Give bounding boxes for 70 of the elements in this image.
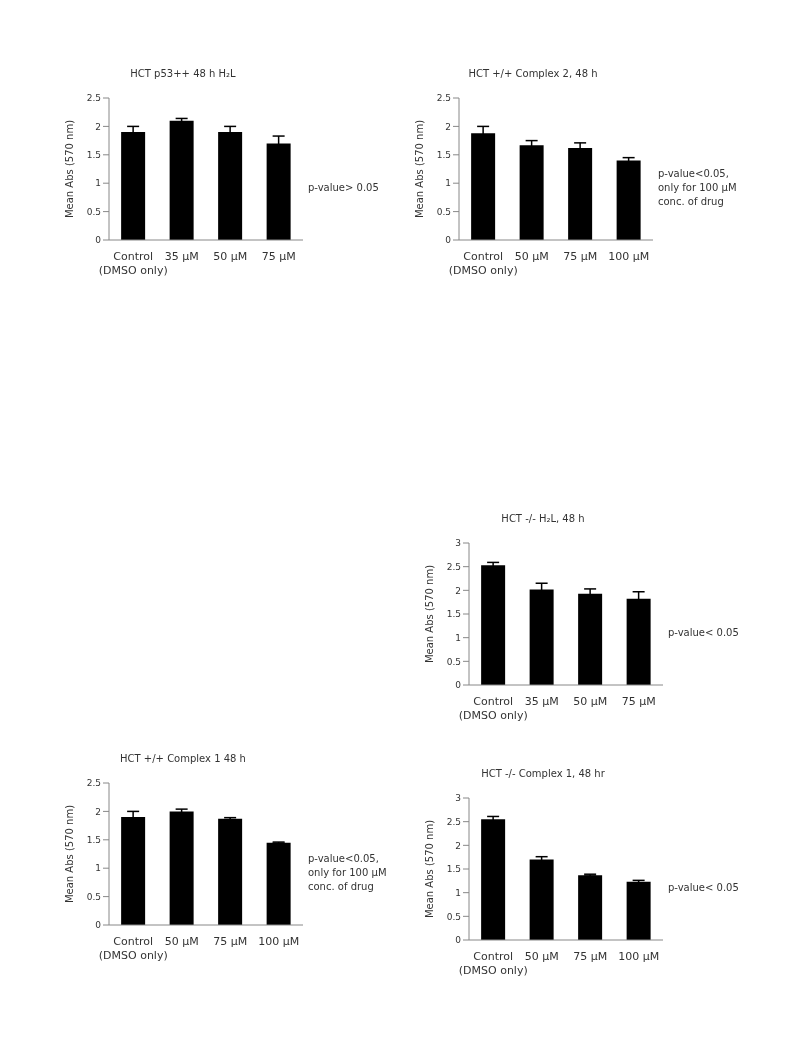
y-tick-label: 2.5 [436,93,451,104]
y-tick-label: 3 [455,538,461,549]
x-tick-label: 100 µM [258,935,300,948]
bar [616,160,641,240]
y-tick-label: 2.5 [86,93,101,104]
bar [169,811,194,925]
text: p-value< 0.05 [668,881,740,895]
text: p-value<0.05, only for 100 µM conc. of drug [658,167,738,209]
x-tick-label: 100 µM [618,950,660,963]
y-tick-label: 1 [455,887,461,898]
x-tick-label: 75 µM [213,935,248,948]
y-tick-label: 0.5 [446,656,461,667]
y-tick-label: 0 [95,920,102,931]
y-tick-label: 1.5 [86,149,101,160]
y-tick-label: 1 [95,178,101,189]
y-tick-label: 0.5 [446,911,461,922]
x-tick-label: 75 µM [563,250,598,263]
y-tick-label: 0 [455,935,462,946]
x-tick-label: 75 µM [621,695,656,708]
chart-title: HCT -/- H₂L, 48 h [500,513,586,524]
text: p-value> 0.05 [308,181,380,195]
y-axis-title: Mean Abs (570 nm) [63,804,75,904]
y-tick-label: 3 [455,793,461,804]
text: p-value<0.05, only for 100 µM conc. of drug [308,852,388,894]
bar [481,565,506,685]
chart-title: HCT +/+ Complex 2, 48 h [467,68,599,79]
y-tick-label: 1 [95,863,101,874]
x-tick-label: 75 µM [573,950,608,963]
y-tick-label: 2 [95,806,101,817]
text: p-value< 0.05 [668,626,740,640]
chart-title: HCT -/- Complex 1, 48 hr [480,768,606,779]
chart-title: HCT p53++ 48 h H₂L [129,68,237,79]
x-tick-label: 100 µM [608,250,650,263]
y-axis-title: Mean Abs (570 nm) [423,819,435,919]
y-tick-label: 1 [445,178,451,189]
bar [218,818,243,925]
y-axis-title: Mean Abs (570 nm) [413,119,425,219]
y-tick-label: 1 [455,632,461,643]
y-tick-label: 0 [445,235,452,246]
y-tick-label: 2.5 [446,816,461,827]
y-axis-title: Mean Abs (570 nm) [423,564,435,664]
x-tick-label: 50 µM [213,250,248,263]
y-axis-title: Mean Abs (570 nm) [63,119,75,219]
y-tick-label: 2.5 [86,778,101,789]
bar [626,881,651,940]
y-tick-label: 1.5 [446,864,461,875]
bar [266,842,291,925]
y-tick-label: 0.5 [436,206,451,217]
y-tick-label: 1.5 [436,149,451,160]
y-tick-label: 0 [95,235,102,246]
bar [568,147,593,240]
y-tick-label: 1.5 [86,834,101,845]
y-tick-label: 2 [455,585,461,596]
bar [169,120,194,240]
y-tick-label: 1.5 [446,609,461,620]
bar [578,593,603,685]
bar [481,819,506,940]
bar [529,859,554,940]
y-tick-label: 2 [455,840,461,851]
x-tick-label: 50 µM [573,695,608,708]
y-tick-label: 0.5 [86,891,101,902]
y-tick-label: 0.5 [86,206,101,217]
y-tick-label: 2 [445,121,451,132]
bar [519,145,544,240]
y-tick-label: 0 [455,680,462,691]
y-tick-label: 2.5 [446,561,461,572]
chart-title: HCT +/+ Complex 1 48 h [119,753,247,764]
bar [578,875,603,940]
x-tick-label: 75 µM [261,250,296,263]
y-tick-label: 2 [95,121,101,132]
